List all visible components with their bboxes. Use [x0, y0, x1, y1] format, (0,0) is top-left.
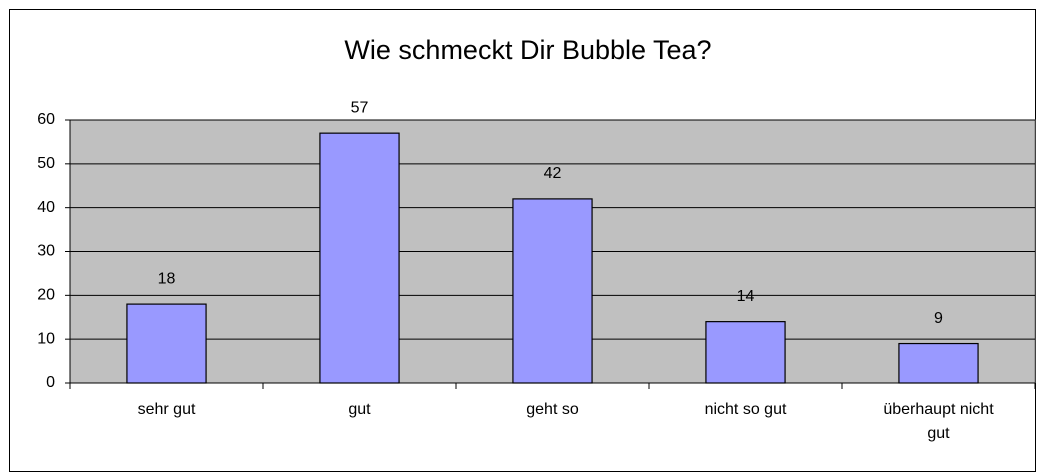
y-tick-label: 20 — [37, 287, 55, 304]
x-tick-label-box: sehr gut — [137, 401, 196, 418]
data-label: 42 — [544, 165, 562, 182]
bar — [512, 198, 593, 384]
bar — [319, 132, 400, 384]
data-label: 57 — [351, 99, 369, 116]
y-tick-label: 50 — [37, 155, 55, 172]
data-label: 9 — [934, 310, 943, 327]
x-tick-label: gut — [348, 401, 371, 418]
bar — [705, 321, 786, 384]
y-tick-label: 0 — [46, 374, 55, 391]
x-tick-label-box: gut — [348, 401, 371, 418]
y-tick-label: 30 — [37, 243, 55, 260]
data-label: 14 — [737, 288, 755, 305]
x-tick-label: geht so — [526, 401, 579, 418]
x-tick-label: nicht so gut — [704, 401, 787, 418]
x-tick-label: überhaupt nicht gut — [883, 401, 994, 442]
x-tick-label: sehr gut — [137, 401, 196, 418]
data-label: 18 — [158, 270, 176, 287]
bar — [126, 303, 207, 384]
x-tick-label-box: geht so — [526, 401, 579, 418]
chart-title: Wie schmeckt Dir Bubble Tea? — [344, 35, 711, 65]
y-tick-label: 60 — [37, 111, 55, 128]
bar — [898, 342, 979, 384]
y-tick-label: 10 — [37, 330, 55, 347]
x-tick-label-box: überhaupt nicht gut — [883, 401, 994, 442]
x-tick-label-box: nicht so gut — [704, 401, 787, 418]
y-tick-label: 40 — [37, 199, 55, 216]
